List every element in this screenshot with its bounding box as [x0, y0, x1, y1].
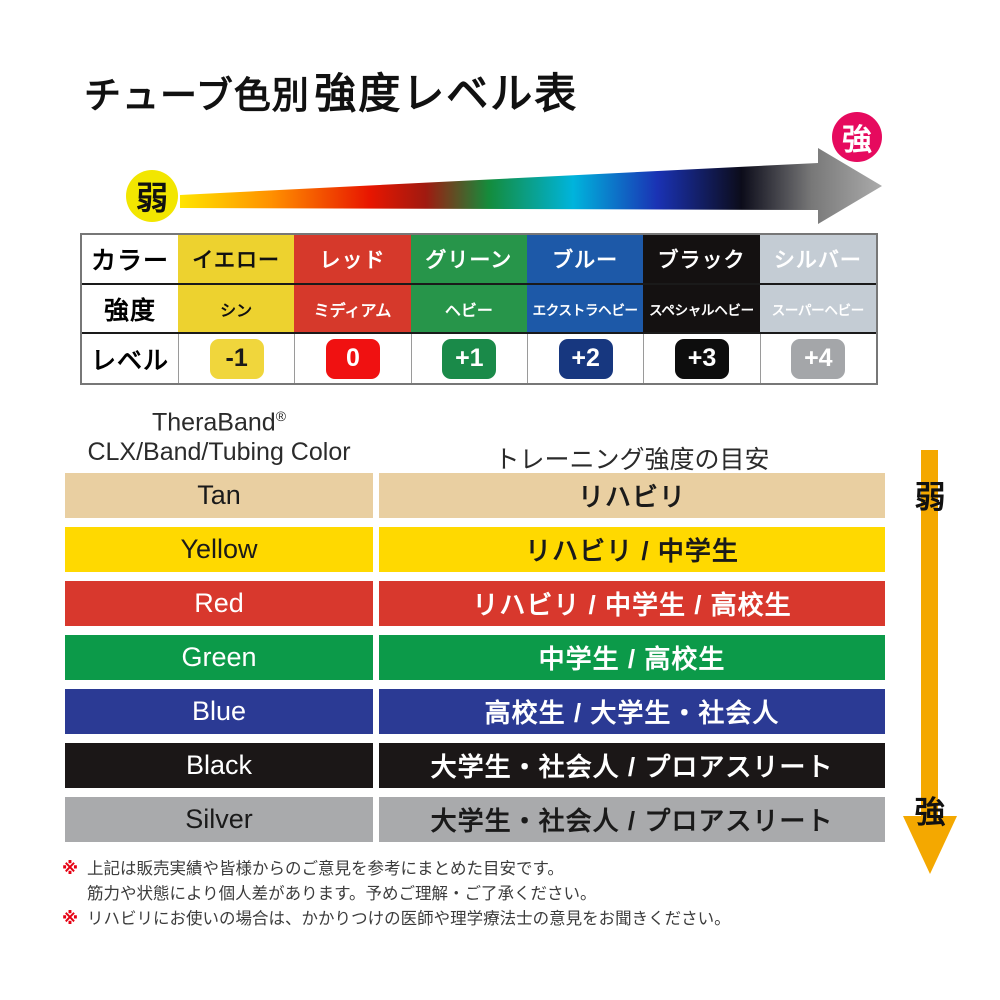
down-arrow-shaft — [921, 450, 938, 818]
band-guide-text: リハビリ / 中学生 / 高校生 — [379, 581, 885, 626]
table-row-strength: 強度 シン ミディアム ヘビー エクストラヘビー スペシャルヘビー スーパーヘビ… — [82, 283, 876, 332]
note-marker: ※ — [62, 860, 79, 878]
weak-label: 弱 — [135, 180, 168, 216]
title-part1: チューブ色別 — [84, 75, 310, 116]
band-table-header-left: TheraBand® CLX/Band/Tubing Color — [65, 401, 373, 467]
level-badge-plus4: +4 — [791, 338, 846, 379]
gradient-arrow-icon — [180, 148, 882, 224]
band-guide-text: 中学生 / 高校生 — [379, 635, 885, 680]
level-cell-plus1: +1 — [410, 334, 527, 383]
color-cell-blue: ブルー — [527, 235, 644, 283]
table-row-level: レベル -1 0 +1 +2 +3 +4 — [82, 332, 876, 383]
band-color-name: Silver — [65, 797, 373, 842]
color-cell-black: ブラック — [643, 235, 760, 283]
band-table-header-right: トレーニング強度の目安 — [494, 446, 770, 474]
level-cell-plus2: +2 — [527, 334, 643, 383]
band-color-name: Black — [65, 743, 373, 788]
band-row-tan: Tan リハビリ — [65, 473, 885, 518]
level-cell-plus3: +3 — [643, 334, 759, 383]
strong-label: 強 — [842, 124, 872, 157]
band-row-yellow: Yellow リハビリ / 中学生 — [65, 527, 885, 572]
strength-cell-special-heavy: スペシャルヘビー — [643, 285, 760, 332]
band-row-blue: Blue 高校生 / 大学生・社会人 — [65, 689, 885, 734]
down-arrow-icon — [903, 816, 957, 874]
level-badge-plus1: +1 — [442, 338, 497, 379]
band-color-name: Yellow — [65, 527, 373, 572]
color-cell-silver: シルバー — [759, 235, 876, 283]
band-color-name: Red — [65, 581, 373, 626]
level-cell-0: 0 — [294, 334, 410, 383]
level-badge-0: 0 — [325, 338, 380, 379]
vertical-weak-label: 弱 — [914, 480, 946, 515]
row-label-strength: 強度 — [82, 285, 178, 332]
strong-badge: 強 — [832, 112, 882, 162]
vertical-strong-label: 強 — [914, 795, 946, 830]
strength-cell-thin: シン — [178, 285, 295, 332]
band-row-green: Green 中学生 / 高校生 — [65, 635, 885, 680]
strength-cell-extra-heavy: エクストラヘビー — [527, 285, 644, 332]
level-badge-plus3: +3 — [674, 338, 729, 379]
note-marker: ※ — [62, 910, 79, 928]
band-guide-text: 高校生 / 大学生・社会人 — [379, 689, 885, 734]
band-guide-text: リハビリ / 中学生 — [379, 527, 885, 572]
band-table-header-left-line2: CLX/Band/Tubing Color — [87, 438, 351, 467]
note-text: 筋力や状態により個人差があります。予めご理解・ご了承ください。 — [87, 885, 597, 903]
strength-level-table: カラー イエロー レッド グリーン ブルー ブラック シルバー 強度 シン ミデ… — [80, 233, 878, 385]
row-label-level: レベル — [82, 334, 178, 383]
band-row-silver: Silver 大学生・社会人 / プロアスリート — [65, 797, 885, 842]
band-color-name: Blue — [65, 689, 373, 734]
footnotes: ※ 上記は販売実績や皆様からのご意見を参考にまとめた目安です。 筋力や状態により個… — [62, 857, 731, 932]
table-row-color: カラー イエロー レッド グリーン ブルー ブラック シルバー — [82, 235, 876, 283]
color-cell-green: グリーン — [410, 235, 527, 283]
band-guide-text: 大学生・社会人 / プロアスリート — [379, 743, 885, 788]
row-label-color: カラー — [82, 235, 178, 283]
band-row-black: Black 大学生・社会人 / プロアスリート — [65, 743, 885, 788]
band-color-name: Tan — [65, 473, 373, 518]
note-line-3: ※ リハビリにお使いの場合は、かかりつけの医師や理学療法士の意見をお聞きください。 — [62, 907, 731, 932]
note-text: リハビリにお使いの場合は、かかりつけの医師や理学療法士の意見をお聞きください。 — [87, 910, 731, 928]
band-guide-text: リハビリ — [379, 473, 885, 518]
band-color-name: Green — [65, 635, 373, 680]
strength-cell-heavy: ヘビー — [410, 285, 527, 332]
color-cell-yellow: イエロー — [178, 235, 295, 283]
level-cell-plus4: +4 — [759, 334, 876, 383]
title-part2: 強度レベル表 — [314, 70, 579, 117]
note-line-1: ※ 上記は販売実績や皆様からのご意見を参考にまとめた目安です。 — [62, 857, 731, 882]
band-row-red: Red リハビリ / 中学生 / 高校生 — [65, 581, 885, 626]
note-line-2: 筋力や状態により個人差があります。予めご理解・ご了承ください。 — [62, 882, 731, 907]
page-title: チューブ色別 強度レベル表 — [84, 60, 578, 121]
brand-name: TheraBand — [151, 408, 276, 437]
note-text: 上記は販売実績や皆様からのご意見を参考にまとめた目安です。 — [87, 860, 564, 878]
color-cell-red: レッド — [294, 235, 411, 283]
strength-cell-super-heavy: スーパーヘビー — [759, 285, 876, 332]
level-cell-minus1: -1 — [178, 334, 294, 383]
level-badge-plus2: +2 — [558, 338, 613, 379]
weak-badge: 弱 — [126, 170, 178, 222]
strength-cell-medium: ミディアム — [294, 285, 411, 332]
level-badge-minus1: -1 — [209, 338, 264, 379]
registered-mark: ® — [275, 408, 287, 424]
band-guide-table: Tan リハビリ Yellow リハビリ / 中学生 Red リハビリ / 中学… — [65, 473, 885, 851]
band-guide-text: 大学生・社会人 / プロアスリート — [379, 797, 885, 842]
